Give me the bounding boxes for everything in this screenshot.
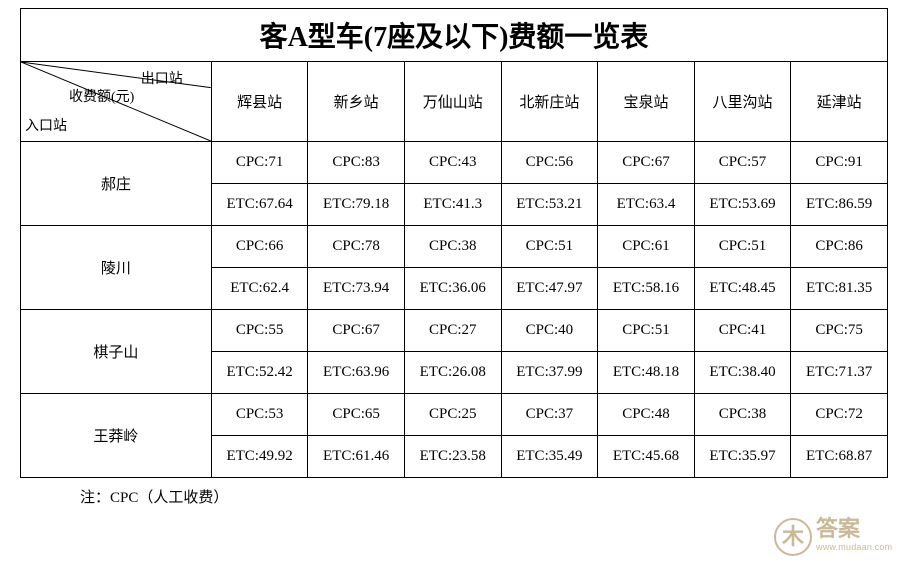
fee-cell: CPC:86	[791, 226, 888, 268]
fee-cell: ETC:36.06	[404, 268, 501, 310]
fee-cell: CPC:43	[404, 142, 501, 184]
table-title: 客A型车(7座及以下)费额一览表	[21, 9, 888, 62]
fee-cell: CPC:41	[694, 310, 791, 352]
exit-station-header: 延津站	[791, 62, 888, 142]
fee-cell: CPC:67	[598, 142, 695, 184]
exit-station-header: 宝泉站	[598, 62, 695, 142]
fee-cell: CPC:83	[308, 142, 405, 184]
fee-cell: ETC:79.18	[308, 184, 405, 226]
fee-cell: CPC:71	[211, 142, 308, 184]
fee-cell: ETC:37.99	[501, 352, 598, 394]
table-row: 陵川 CPC:66 CPC:78 CPC:38 CPC:51 CPC:61 CP…	[21, 226, 888, 268]
fee-cell: ETC:47.97	[501, 268, 598, 310]
entry-station-cell: 棋子山	[21, 310, 212, 394]
table-row: 棋子山 CPC:55 CPC:67 CPC:27 CPC:40 CPC:51 C…	[21, 310, 888, 352]
fee-cell: CPC:51	[694, 226, 791, 268]
fee-cell: ETC:49.92	[211, 436, 308, 478]
fee-cell: CPC:37	[501, 394, 598, 436]
watermark: 木 答案 www.mudaan.com	[774, 518, 894, 562]
fee-cell: ETC:61.46	[308, 436, 405, 478]
fee-cell: ETC:73.94	[308, 268, 405, 310]
entry-station-cell: 陵川	[21, 226, 212, 310]
fee-cell: CPC:57	[694, 142, 791, 184]
fee-cell: CPC:78	[308, 226, 405, 268]
fee-cell: CPC:91	[791, 142, 888, 184]
fee-cell: ETC:86.59	[791, 184, 888, 226]
fee-cell: ETC:58.16	[598, 268, 695, 310]
header-fee-label: 收费额(元)	[69, 86, 134, 106]
fee-cell: ETC:62.4	[211, 268, 308, 310]
fee-cell: CPC:53	[211, 394, 308, 436]
fee-cell: ETC:38.40	[694, 352, 791, 394]
table-row: 王莽岭 CPC:53 CPC:65 CPC:25 CPC:37 CPC:48 C…	[21, 394, 888, 436]
exit-station-header: 万仙山站	[404, 62, 501, 142]
footnote: 注：CPC（人工收费）	[80, 486, 888, 507]
fee-cell: CPC:48	[598, 394, 695, 436]
fee-cell: CPC:72	[791, 394, 888, 436]
fee-cell: ETC:45.68	[598, 436, 695, 478]
header-row: 出口站 收费额(元) 入口站 辉县站 新乡站 万仙山站 北新庄站 宝泉站 八里沟…	[21, 62, 888, 142]
fee-cell: CPC:38	[694, 394, 791, 436]
exit-station-header: 北新庄站	[501, 62, 598, 142]
fee-cell: ETC:23.58	[404, 436, 501, 478]
fee-cell: CPC:67	[308, 310, 405, 352]
table-row: 郝庄 CPC:71 CPC:83 CPC:43 CPC:56 CPC:67 CP…	[21, 142, 888, 184]
fee-cell: ETC:26.08	[404, 352, 501, 394]
watermark-logo-icon: 木	[774, 518, 812, 556]
fee-cell: ETC:48.45	[694, 268, 791, 310]
fee-cell: CPC:51	[501, 226, 598, 268]
fee-cell: CPC:75	[791, 310, 888, 352]
header-exit-label: 出口站	[141, 68, 183, 88]
header-entry-label: 入口站	[25, 115, 67, 135]
fee-cell: ETC:41.3	[404, 184, 501, 226]
fee-cell: ETC:63.96	[308, 352, 405, 394]
fee-table: 客A型车(7座及以下)费额一览表 出口站 收费额(元) 入口站 辉县站 新乡站 …	[20, 8, 888, 478]
entry-station-cell: 郝庄	[21, 142, 212, 226]
fee-cell: CPC:51	[598, 310, 695, 352]
fee-cell: CPC:66	[211, 226, 308, 268]
fee-cell: CPC:27	[404, 310, 501, 352]
fee-cell: ETC:71.37	[791, 352, 888, 394]
fee-cell: ETC:48.18	[598, 352, 695, 394]
exit-station-header: 辉县站	[211, 62, 308, 142]
fee-cell: CPC:65	[308, 394, 405, 436]
fee-cell: ETC:52.42	[211, 352, 308, 394]
fee-cell: CPC:25	[404, 394, 501, 436]
fee-cell: CPC:55	[211, 310, 308, 352]
fee-cell: CPC:38	[404, 226, 501, 268]
entry-station-cell: 王莽岭	[21, 394, 212, 478]
fee-cell: ETC:63.4	[598, 184, 695, 226]
fee-cell: ETC:35.97	[694, 436, 791, 478]
fee-cell: CPC:61	[598, 226, 695, 268]
watermark-text: 答案	[816, 518, 860, 540]
fee-cell: ETC:68.87	[791, 436, 888, 478]
fee-cell: CPC:40	[501, 310, 598, 352]
watermark-url: www.mudaan.com	[816, 542, 892, 552]
fee-cell: ETC:35.49	[501, 436, 598, 478]
fee-cell: ETC:53.69	[694, 184, 791, 226]
title-row: 客A型车(7座及以下)费额一览表	[21, 9, 888, 62]
exit-station-header: 八里沟站	[694, 62, 791, 142]
fee-cell: ETC:81.35	[791, 268, 888, 310]
fee-cell: ETC:67.64	[211, 184, 308, 226]
diagonal-header: 出口站 收费额(元) 入口站	[21, 62, 212, 142]
fee-cell: CPC:56	[501, 142, 598, 184]
fee-cell: ETC:53.21	[501, 184, 598, 226]
exit-station-header: 新乡站	[308, 62, 405, 142]
